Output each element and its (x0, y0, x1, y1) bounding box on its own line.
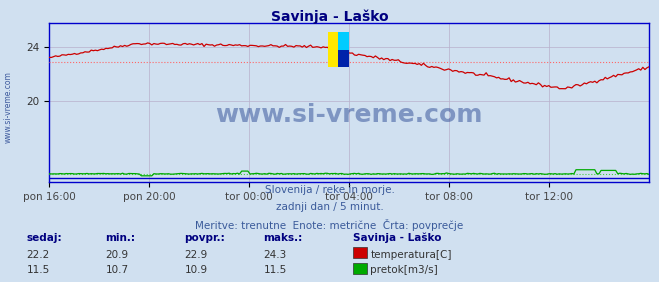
Text: 10.7: 10.7 (105, 265, 129, 275)
Text: 11.5: 11.5 (264, 265, 287, 275)
Text: Meritve: trenutne  Enote: metrične  Črta: povprečje: Meritve: trenutne Enote: metrične Črta: … (195, 219, 464, 231)
Text: 24.3: 24.3 (264, 250, 287, 259)
Text: 20.9: 20.9 (105, 250, 129, 259)
Bar (328, 32, 340, 67)
Bar (337, 50, 349, 67)
Text: zadnji dan / 5 minut.: zadnji dan / 5 minut. (275, 202, 384, 212)
Text: 22.2: 22.2 (26, 250, 49, 259)
Text: Savinja - Laško: Savinja - Laško (271, 10, 388, 24)
Text: pretok[m3/s]: pretok[m3/s] (370, 265, 438, 275)
Text: povpr.:: povpr.: (185, 233, 225, 243)
Text: www.si-vreme.com: www.si-vreme.com (3, 71, 13, 143)
Bar (337, 32, 349, 51)
Text: 22.9: 22.9 (185, 250, 208, 259)
Text: min.:: min.: (105, 233, 136, 243)
Text: sedaj:: sedaj: (26, 233, 62, 243)
Text: 11.5: 11.5 (26, 265, 49, 275)
Text: maks.:: maks.: (264, 233, 303, 243)
Text: Slovenija / reke in morje.: Slovenija / reke in morje. (264, 185, 395, 195)
Text: temperatura[C]: temperatura[C] (370, 250, 452, 259)
Text: Savinja - Laško: Savinja - Laško (353, 233, 441, 243)
Text: 10.9: 10.9 (185, 265, 208, 275)
Text: www.si-vreme.com: www.si-vreme.com (215, 103, 483, 127)
